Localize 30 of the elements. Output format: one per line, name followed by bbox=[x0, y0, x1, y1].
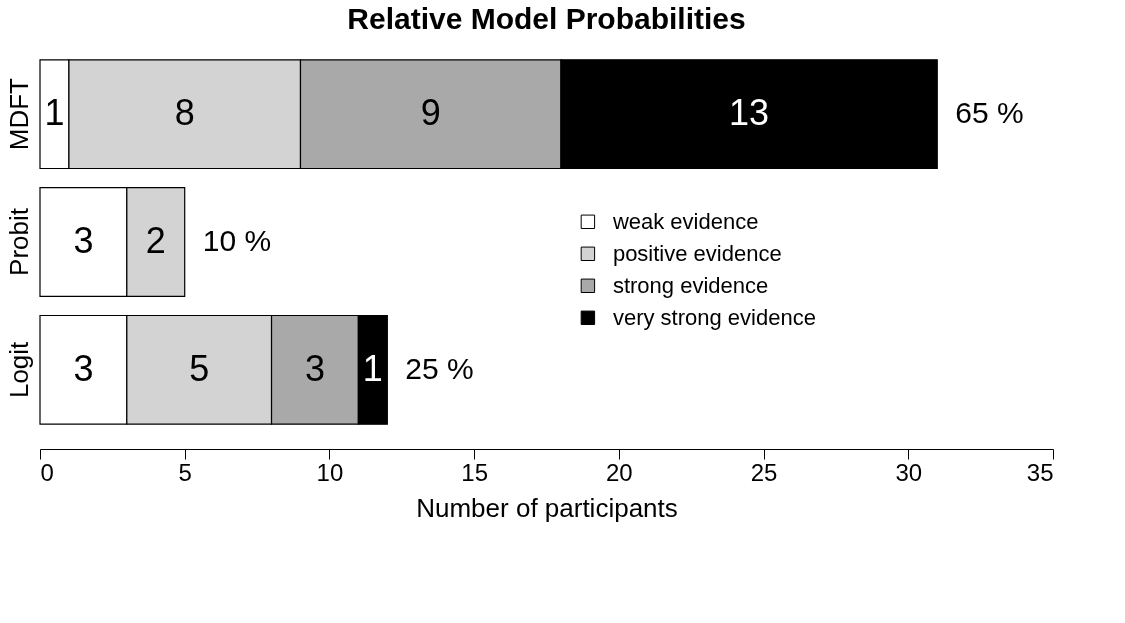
x-tick-label: 30 bbox=[895, 458, 923, 486]
chart-title: Relative Model Probabilities bbox=[347, 2, 746, 35]
legend-label: positive evidence bbox=[612, 240, 782, 266]
y-tick-label: MDFT bbox=[3, 77, 34, 151]
y-tick-label: Probit bbox=[3, 207, 34, 276]
data-label: 3 bbox=[304, 347, 325, 389]
x-tick-label: 5 bbox=[178, 458, 192, 486]
data-label: 3 bbox=[73, 347, 94, 389]
data-label: 3 bbox=[73, 220, 94, 261]
x-tick-label: 15 bbox=[461, 458, 488, 486]
data-label: 8 bbox=[174, 92, 195, 134]
data-label: 13 bbox=[729, 92, 770, 134]
annotation: 10 % bbox=[202, 224, 272, 257]
annotation: 65 % bbox=[955, 96, 1024, 130]
data-label: 1 bbox=[44, 92, 65, 134]
x-tick-label: 0 bbox=[40, 458, 54, 486]
x-tick-label: 10 bbox=[316, 458, 344, 486]
y-tick-label: Logit bbox=[3, 340, 34, 399]
legend-label: very strong evidence bbox=[612, 304, 816, 330]
legend-label: weak evidence bbox=[611, 208, 759, 234]
data-label: 1 bbox=[362, 347, 383, 389]
legend-label: strong evidence bbox=[612, 272, 769, 298]
annotation: 25 % bbox=[405, 351, 474, 385]
data-label: 9 bbox=[420, 92, 441, 134]
x-tick-label: 25 bbox=[750, 458, 778, 486]
x-tick-label: 35 bbox=[1026, 458, 1054, 486]
x-tick-label: 20 bbox=[606, 458, 633, 486]
data-label: 5 bbox=[189, 347, 210, 389]
data-label: 2 bbox=[145, 220, 166, 261]
x-axis-title: Number of participants bbox=[416, 492, 678, 523]
